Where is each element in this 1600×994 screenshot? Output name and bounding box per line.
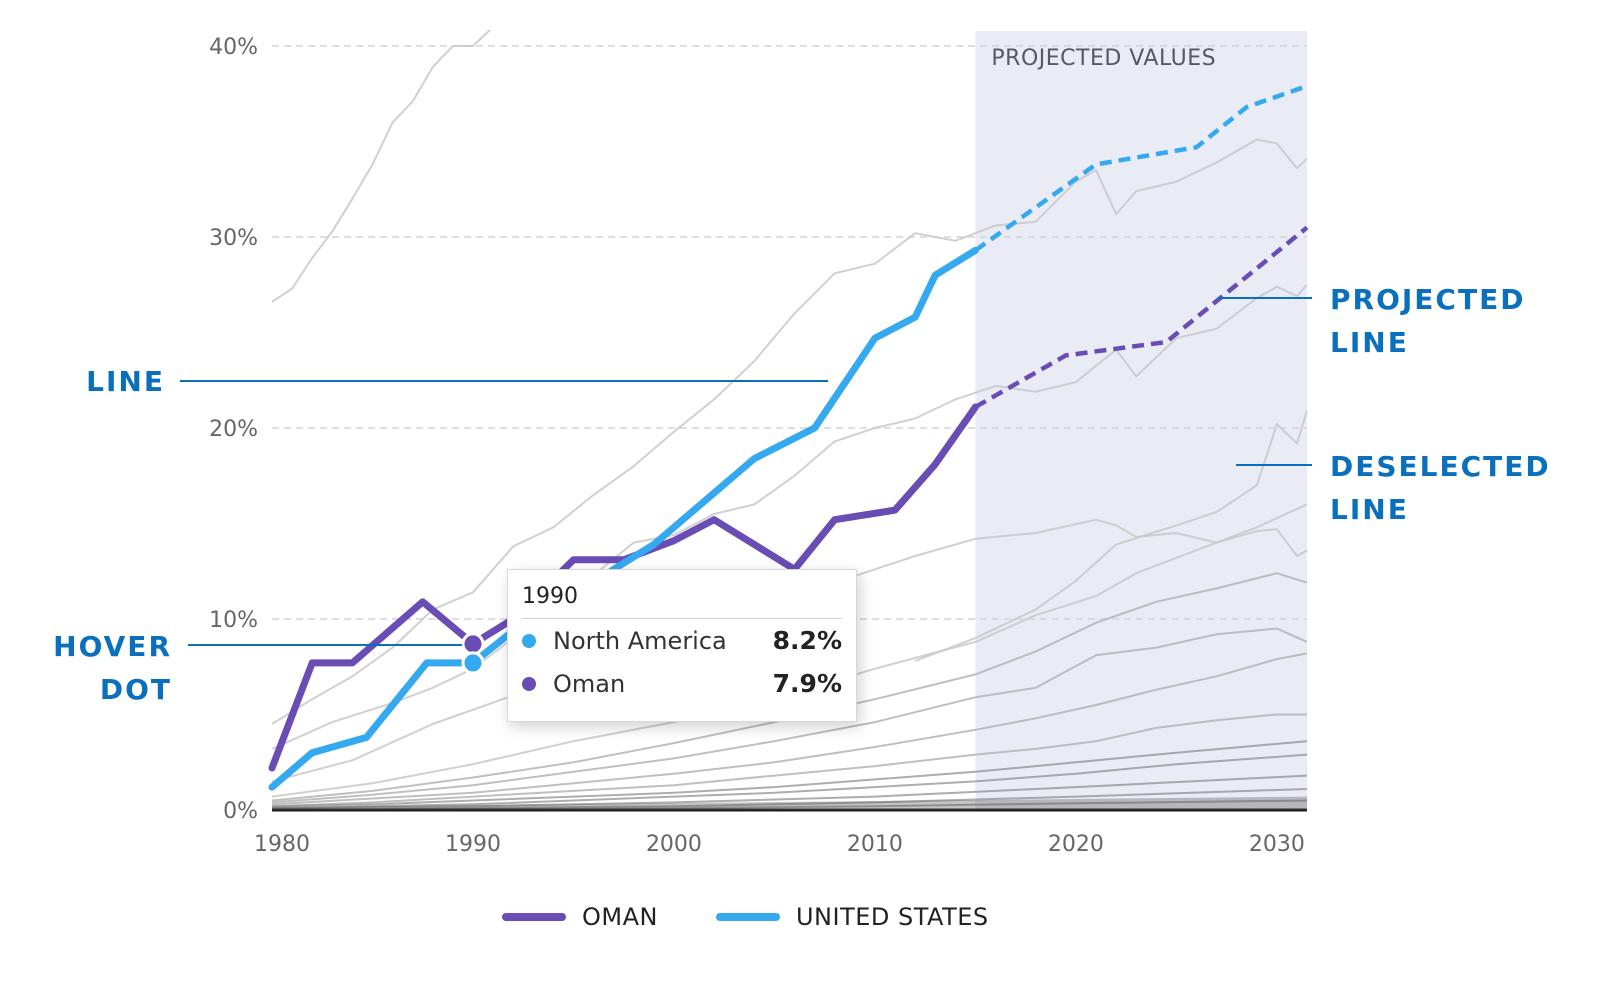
x-tick-label: 1990 <box>445 832 501 857</box>
tooltip-series-value: 8.2% <box>772 626 842 655</box>
legend-swatch-icon <box>502 913 566 921</box>
baseline-cluster <box>272 796 1307 810</box>
y-tick-label: 20% <box>209 417 258 442</box>
x-tick-label: 1980 <box>254 832 310 857</box>
legend-swatch-icon <box>715 913 780 921</box>
x-tick-label: 2010 <box>847 832 903 857</box>
y-tick-label: 10% <box>209 608 258 633</box>
legend-item-oman[interactable]: OMAN <box>502 903 658 931</box>
annotation-label: DESELECTED <box>1330 450 1551 483</box>
deselected-line <box>271 627 1308 804</box>
annotation-label: LINE <box>1330 326 1409 359</box>
deselected-line <box>914 410 1308 662</box>
y-tick-label: 40% <box>209 35 258 60</box>
tooltip-row: North America 8.2% <box>522 619 842 662</box>
y-tick-label: 0% <box>223 799 258 824</box>
annotation-label: LINE <box>86 365 165 398</box>
annotation-label: HOVER <box>53 630 172 663</box>
y-tick-label: 30% <box>209 226 258 251</box>
legend-label: UNITED STATES <box>795 903 989 931</box>
projection-band <box>975 31 1307 810</box>
series-color-dot-icon <box>522 633 536 648</box>
oman-projected-line <box>974 225 1309 409</box>
annotation-label: DOT <box>100 673 172 706</box>
deselected-line <box>271 138 1308 725</box>
x-tick-label: 2000 <box>646 832 702 857</box>
deselected-line <box>271 740 1308 808</box>
legend-label: OMAN <box>582 903 658 931</box>
deselected-line <box>271 572 1308 802</box>
annotation-label: PROJECTED <box>1330 283 1525 316</box>
tooltip-year: 1990 <box>522 570 842 619</box>
x-tick-label: 2030 <box>1249 832 1305 857</box>
tooltip-row: Oman 7.9% <box>522 662 842 705</box>
deselected-line <box>271 30 492 303</box>
deselected-line <box>271 652 1308 806</box>
tooltip-series-name: Oman <box>553 669 626 698</box>
tooltip-series-name: North America <box>553 626 727 655</box>
hover-dot <box>461 651 485 675</box>
united-states-projected-line <box>974 83 1308 253</box>
deselected-line <box>271 774 1308 810</box>
deselected-line <box>271 284 1308 750</box>
deselected-line <box>271 503 1308 798</box>
hover-dot <box>461 632 485 656</box>
projected-values-label: PROJECTED VALUES <box>991 46 1216 71</box>
tooltip-series-value: 7.9% <box>772 669 842 698</box>
deselected-line <box>271 753 1308 810</box>
hover-tooltip: 1990 North America 8.2% Oman 7.9% <box>507 569 857 722</box>
deselected-line <box>271 713 1307 808</box>
x-tick-label: 2020 <box>1048 832 1104 857</box>
legend: OMAN UNITED STATES <box>502 903 1047 931</box>
legend-item-united-states[interactable]: UNITED STATES <box>715 903 989 931</box>
annotation-label: LINE <box>1330 493 1409 526</box>
series-color-dot-icon <box>522 676 536 691</box>
